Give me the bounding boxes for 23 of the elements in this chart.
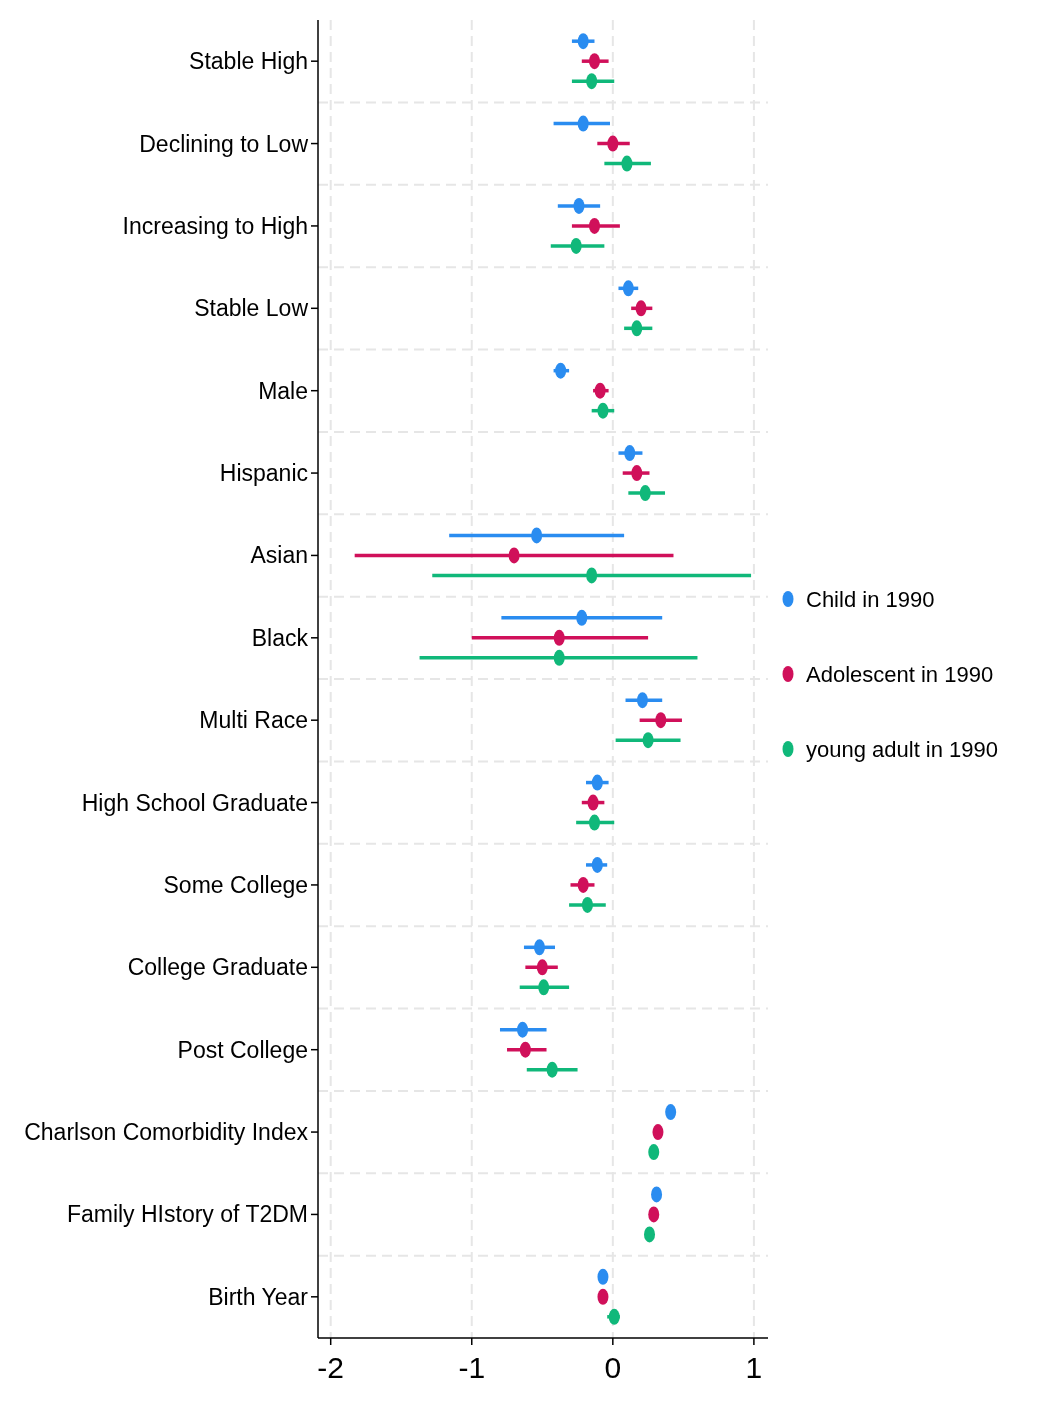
- x-tick-label: 1: [745, 1351, 763, 1384]
- y-tick-label: Some College: [163, 871, 308, 898]
- y-tick-label: Black: [251, 624, 309, 651]
- legend-label: Adolescent in 1990: [806, 661, 994, 687]
- y-tick-label: College Graduate: [127, 954, 308, 981]
- y-tick-label: Family HIstory of T2DM: [66, 1201, 308, 1228]
- y-tick-label: Hispanic: [219, 460, 308, 487]
- y-tick-label: High School Graduate: [81, 789, 308, 816]
- y-tick-label: Increasing to High: [122, 212, 308, 239]
- y-tick-label: Stable High: [189, 48, 308, 75]
- y-tick-label: Stable Low: [194, 295, 309, 322]
- y-tick-label: Charlson Comorbidity Index: [24, 1119, 309, 1146]
- legend-label: young adult in 1990: [806, 736, 999, 762]
- legend-label: Child in 1990: [806, 586, 935, 612]
- y-tick-label: Post College: [177, 1036, 308, 1063]
- x-tick-label: -2: [317, 1351, 345, 1384]
- y-tick-label: Male: [258, 377, 308, 404]
- y-tick-label: Birth Year: [208, 1283, 309, 1310]
- x-tick-label: 0: [604, 1351, 622, 1384]
- y-tick-label: Declining to Low: [139, 130, 309, 157]
- y-tick-label: Multi Race: [199, 707, 308, 734]
- x-tick-label: -1: [458, 1351, 486, 1384]
- y-tick-label: Asian: [250, 542, 308, 569]
